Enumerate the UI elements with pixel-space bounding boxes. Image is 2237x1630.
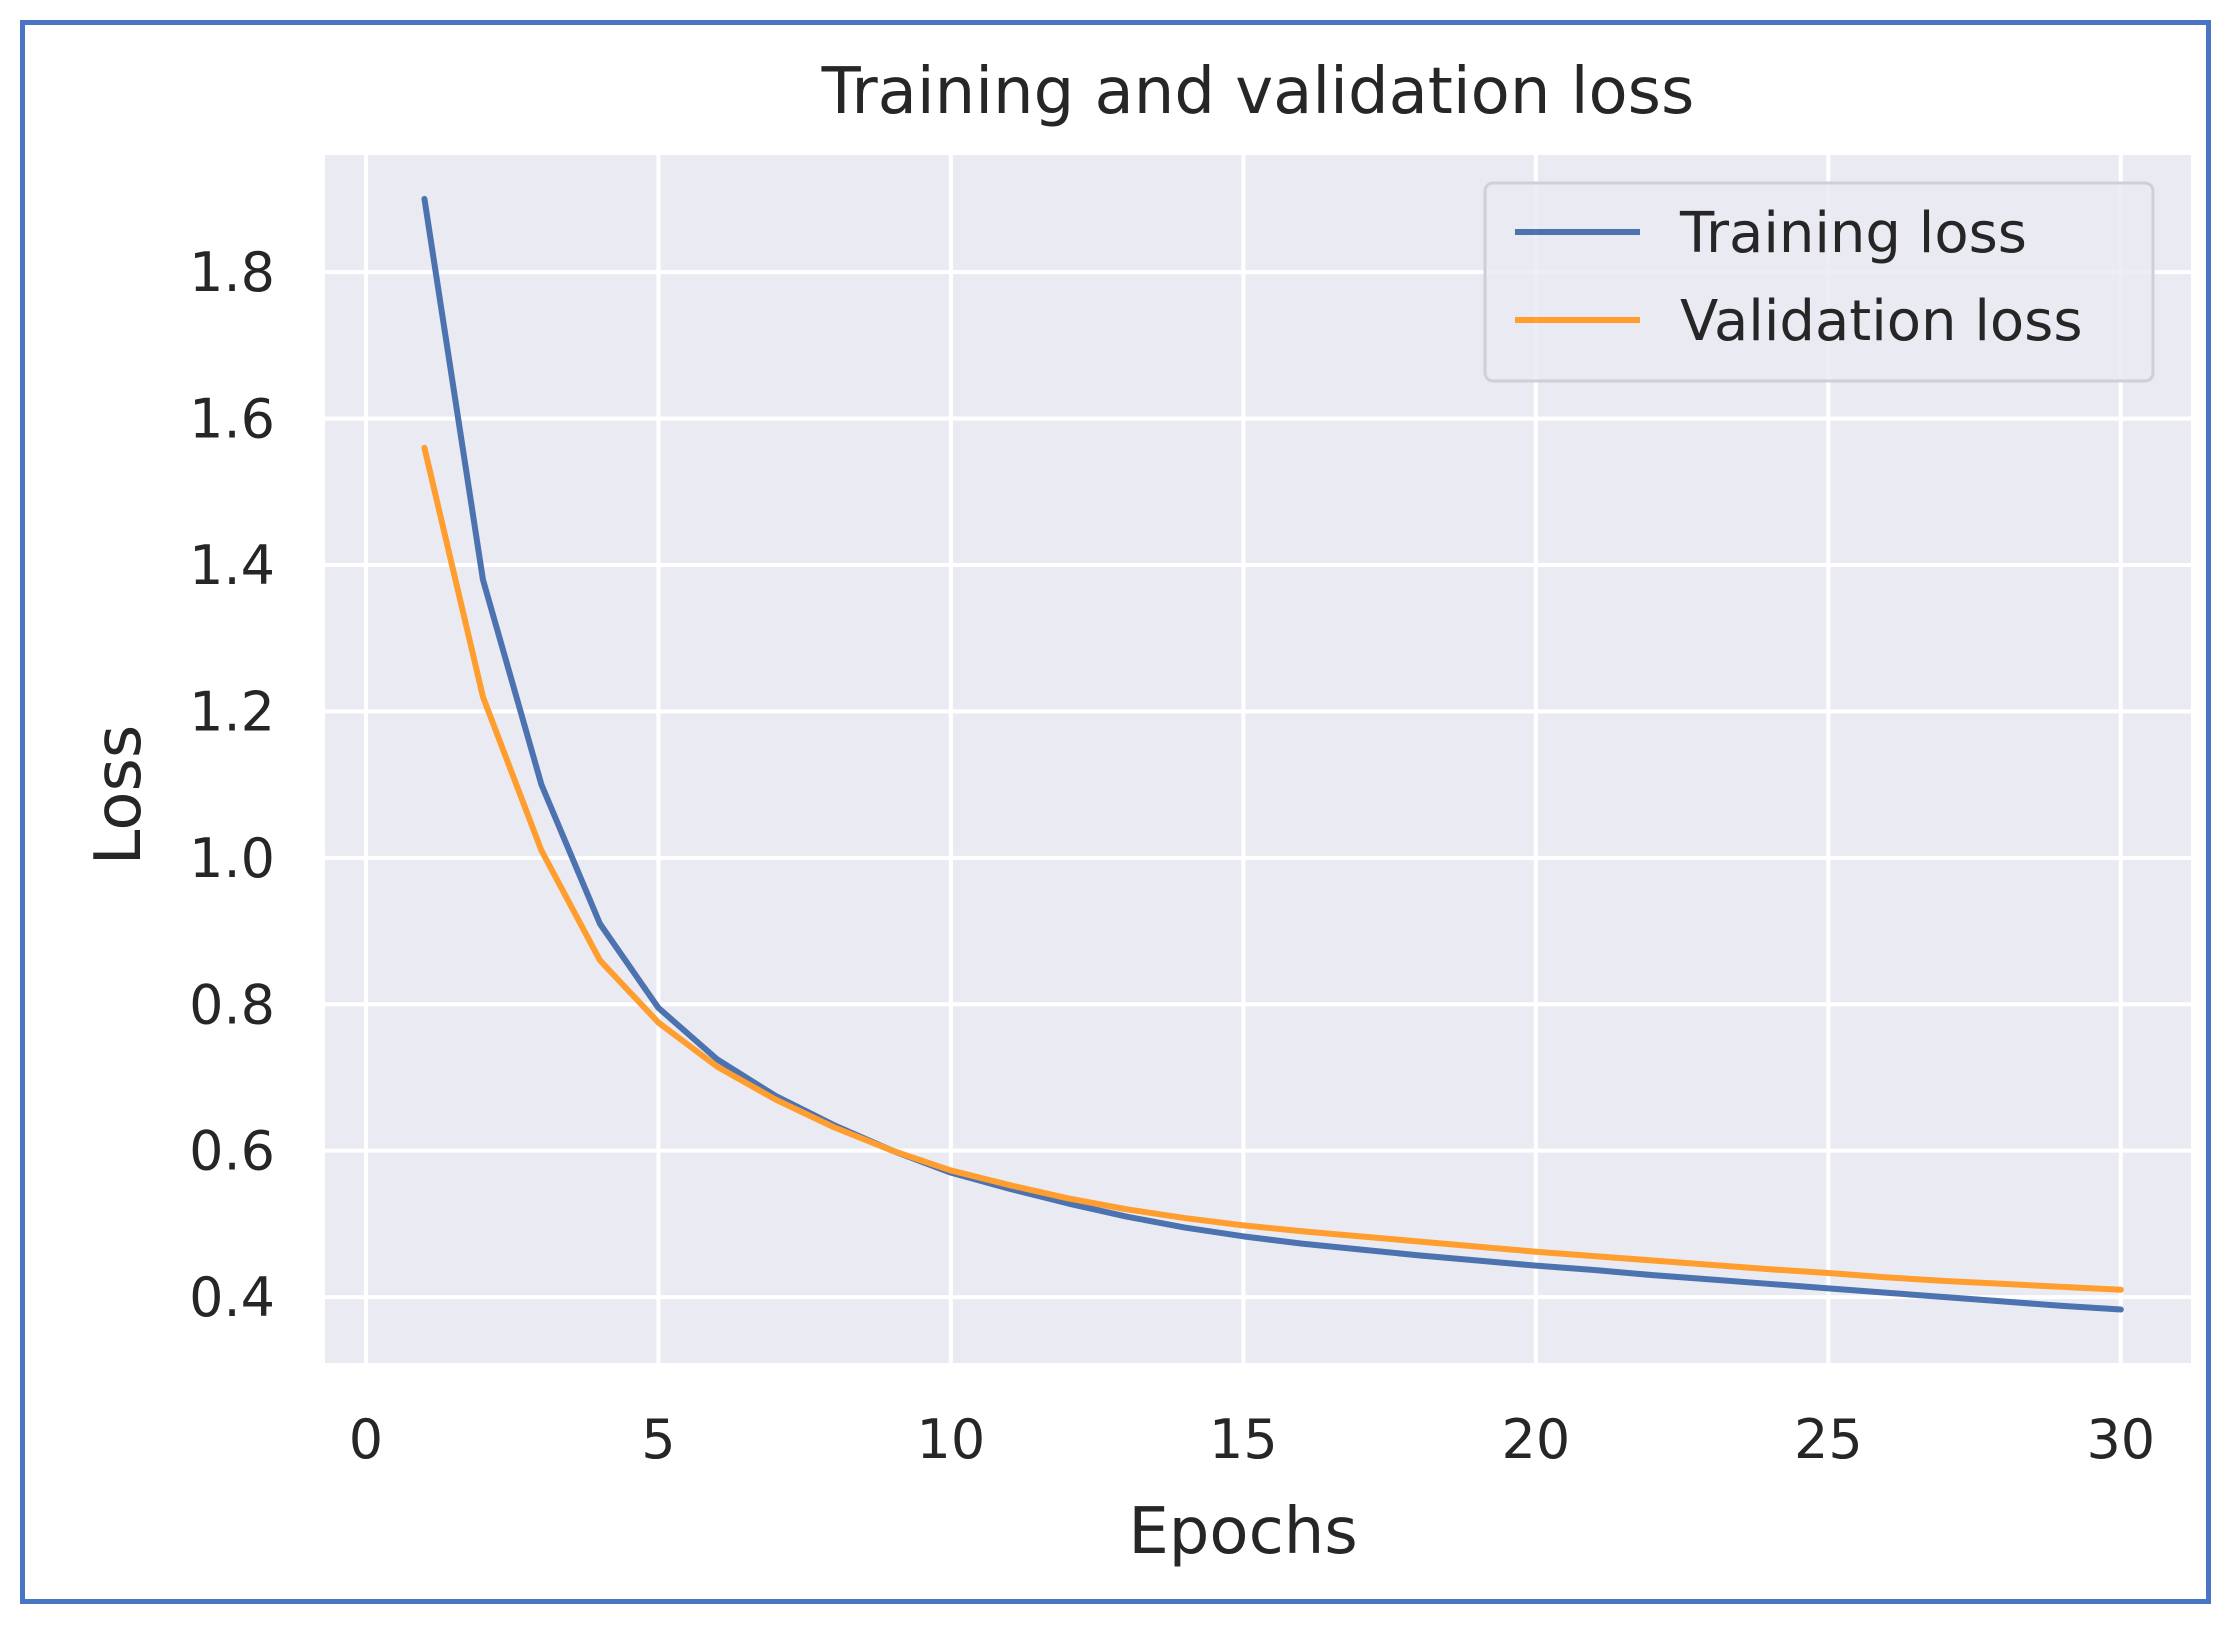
legend: Training loss Validation loss [1483, 181, 2155, 383]
legend-label-validation-loss: Validation loss [1680, 289, 2083, 354]
y-tick-label: 1.0 [189, 827, 275, 890]
loss-chart: 0 5 10 15 20 25 30 0.4 0.6 0.8 1.0 1.2 1.4 1.6 1.8 Tra… [82, 55, 2191, 1569]
series-lines [421, 195, 2124, 1313]
legend-label-training-loss: Training loss [1679, 201, 2027, 266]
series-line-validation-loss [421, 444, 2124, 1293]
grid-lines [325, 155, 2191, 1363]
x-tick-label: 25 [1794, 1408, 1863, 1471]
y-tick-label: 0.6 [189, 1120, 275, 1183]
y-axis-label: Loss [82, 725, 156, 865]
x-tick-label: 30 [2086, 1408, 2155, 1471]
tick-labels: 0 5 10 15 20 25 30 0.4 0.6 0.8 1.0 1.2 1.4 1.6 1.8 [189, 241, 2155, 1471]
y-tick-label: 0.4 [189, 1266, 275, 1329]
y-tick-label: 1.8 [189, 241, 275, 304]
x-tick-label: 5 [641, 1408, 675, 1471]
legend-box [1483, 181, 2155, 383]
series-line-training-loss [421, 195, 2124, 1313]
chart-frame: 0 5 10 15 20 25 30 0.4 0.6 0.8 1.0 1.2 1.4 1.6 1.8 Tra… [20, 20, 2211, 1604]
y-tick-label: 0.8 [189, 973, 275, 1036]
y-tick-label: 1.4 [189, 534, 275, 597]
y-tick-label: 1.2 [189, 680, 275, 743]
x-tick-label: 10 [917, 1408, 986, 1471]
y-tick-label: 1.6 [189, 388, 275, 451]
x-tick-label: 0 [349, 1408, 383, 1471]
x-axis-label: Epochs [1128, 1495, 1357, 1569]
x-tick-label: 15 [1209, 1408, 1278, 1471]
x-tick-label: 20 [1501, 1408, 1570, 1471]
chart-title: Training and validation loss [821, 55, 1695, 129]
